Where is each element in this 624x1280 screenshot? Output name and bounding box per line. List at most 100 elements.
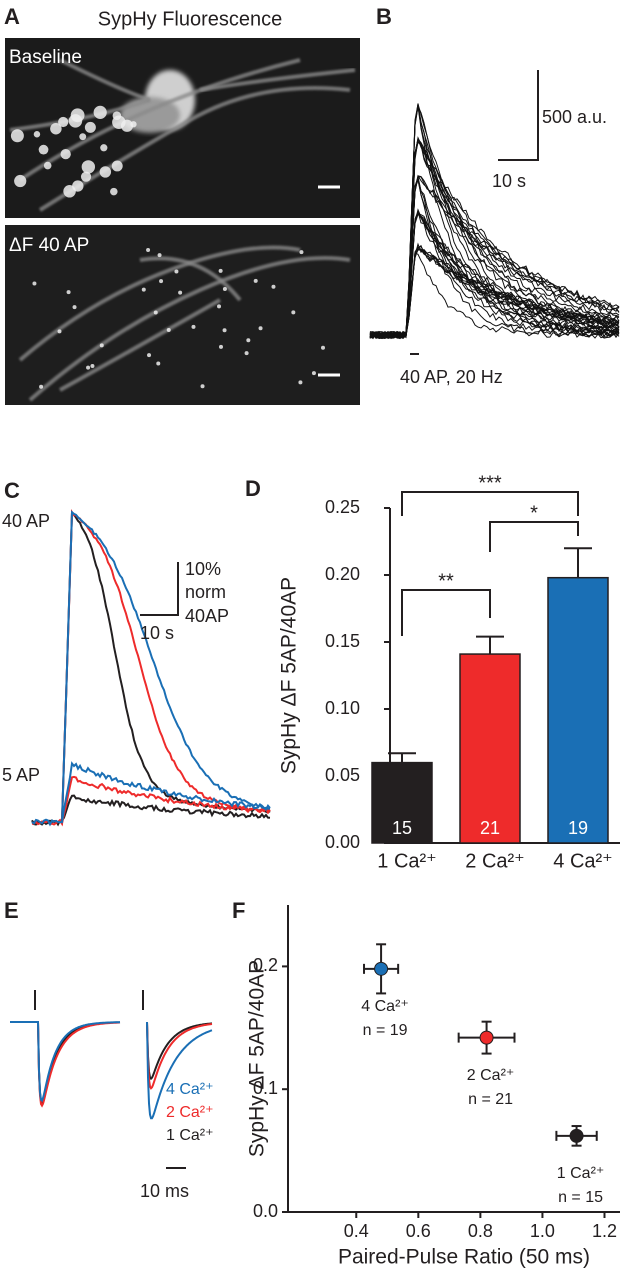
significance-bracket [401, 491, 579, 516]
bar [547, 576, 609, 844]
panel-letter: B [376, 4, 392, 29]
puncta [271, 284, 276, 289]
puncta [146, 248, 151, 253]
puncta [32, 281, 37, 286]
puncta [80, 171, 92, 182]
panel-letter: D [245, 476, 261, 501]
puncta [159, 279, 164, 284]
trace [369, 106, 620, 338]
scale-label: 10 s [492, 171, 526, 191]
scale-label: 10% [185, 559, 221, 579]
x-tick-label: 2 Ca²⁺ [465, 850, 524, 872]
y-tick-label: 0.0 [253, 1201, 278, 1221]
puncta [246, 338, 251, 343]
legend-entry: 4 Ca²⁺ [166, 1081, 214, 1098]
image-label: ΔF 40 AP [9, 235, 89, 256]
puncta [100, 144, 108, 152]
puncta [156, 361, 161, 366]
trace [369, 242, 620, 339]
bar-n-label: 19 [568, 818, 588, 838]
puncta [79, 133, 87, 141]
point-n-label: n = 15 [558, 1189, 603, 1206]
legend-entry: 2 Ca²⁺ [166, 1104, 214, 1121]
puncta [72, 180, 84, 192]
puncta [72, 305, 77, 310]
puncta [99, 166, 112, 178]
puncta [60, 148, 71, 160]
micrograph [5, 225, 360, 405]
trace [146, 1021, 213, 1081]
puncta [50, 122, 62, 135]
y-axis-label: SypHy ΔF 5AP/40AP [246, 960, 269, 1157]
significance-bracket [401, 589, 491, 636]
scale-label: 10 ms [140, 1181, 189, 1201]
neurite [139, 256, 242, 302]
puncta [10, 129, 24, 143]
puncta [120, 119, 134, 132]
scale-bar [140, 562, 179, 616]
significance-bracket [489, 521, 579, 552]
puncta [110, 187, 118, 196]
puncta [191, 324, 196, 329]
bar [371, 761, 433, 844]
neurite [199, 68, 356, 92]
y-tick-label: 0.2 [253, 955, 278, 975]
scale-label: 40AP [185, 606, 229, 626]
puncta [90, 363, 95, 368]
x-tick-label: 1.0 [530, 1221, 555, 1241]
legend-entry: 1 Ca²⁺ [166, 1127, 214, 1144]
puncta [320, 345, 325, 350]
puncta [141, 287, 146, 292]
y-tick-label: 0.1 [253, 1078, 278, 1098]
point-n-label: n = 19 [363, 1022, 408, 1039]
bar [459, 653, 521, 844]
puncta [81, 160, 96, 174]
y-tick-label: 0.15 [325, 631, 360, 651]
point-label: 4 Ca²⁺ [361, 998, 409, 1015]
puncta [39, 384, 44, 389]
trace [369, 141, 620, 339]
puncta [218, 268, 223, 273]
trace [10, 1021, 120, 1108]
trace [31, 761, 271, 827]
neurite [59, 58, 151, 102]
micrograph-content [9, 58, 356, 402]
significance-label: *** [478, 472, 502, 494]
x-tick-label: 0.8 [468, 1221, 493, 1241]
puncta [93, 105, 107, 119]
y-tick-label: 0.05 [325, 765, 360, 785]
puncta [311, 371, 316, 376]
puncta [174, 269, 179, 274]
x-tick-label: 1 Ca²⁺ [377, 850, 436, 872]
puncta [299, 250, 304, 255]
puncta [38, 144, 49, 155]
image-label: Baseline [9, 47, 82, 68]
trace-label: 5 AP [2, 765, 40, 785]
y-tick-label: 0.25 [325, 497, 360, 517]
puncta [178, 290, 183, 295]
scale-label: norm [185, 582, 226, 602]
point [479, 1030, 494, 1045]
puncta [222, 286, 227, 291]
y-tick-label: 0.10 [325, 698, 360, 718]
puncta [86, 365, 91, 370]
bar-n-label: 21 [480, 818, 500, 838]
scale-label: 10 s [140, 623, 174, 643]
puncta [166, 327, 171, 332]
significance-label: * [530, 502, 538, 524]
panel-letter: F [232, 898, 245, 923]
trace-label: 40 AP [2, 511, 50, 531]
puncta [147, 353, 152, 358]
puncta [218, 344, 223, 349]
puncta [14, 174, 27, 188]
puncta [298, 380, 303, 385]
neurite [18, 245, 301, 362]
x-tick-label: 4 Ca²⁺ [553, 850, 612, 872]
trace [31, 775, 271, 827]
puncta [222, 328, 227, 333]
stimulus-label: 40 AP, 20 Hz [400, 367, 503, 387]
neurite [18, 58, 301, 182]
point-label: 2 Ca²⁺ [467, 1067, 515, 1084]
traces [31, 508, 271, 827]
panel-letter: C [4, 478, 20, 503]
